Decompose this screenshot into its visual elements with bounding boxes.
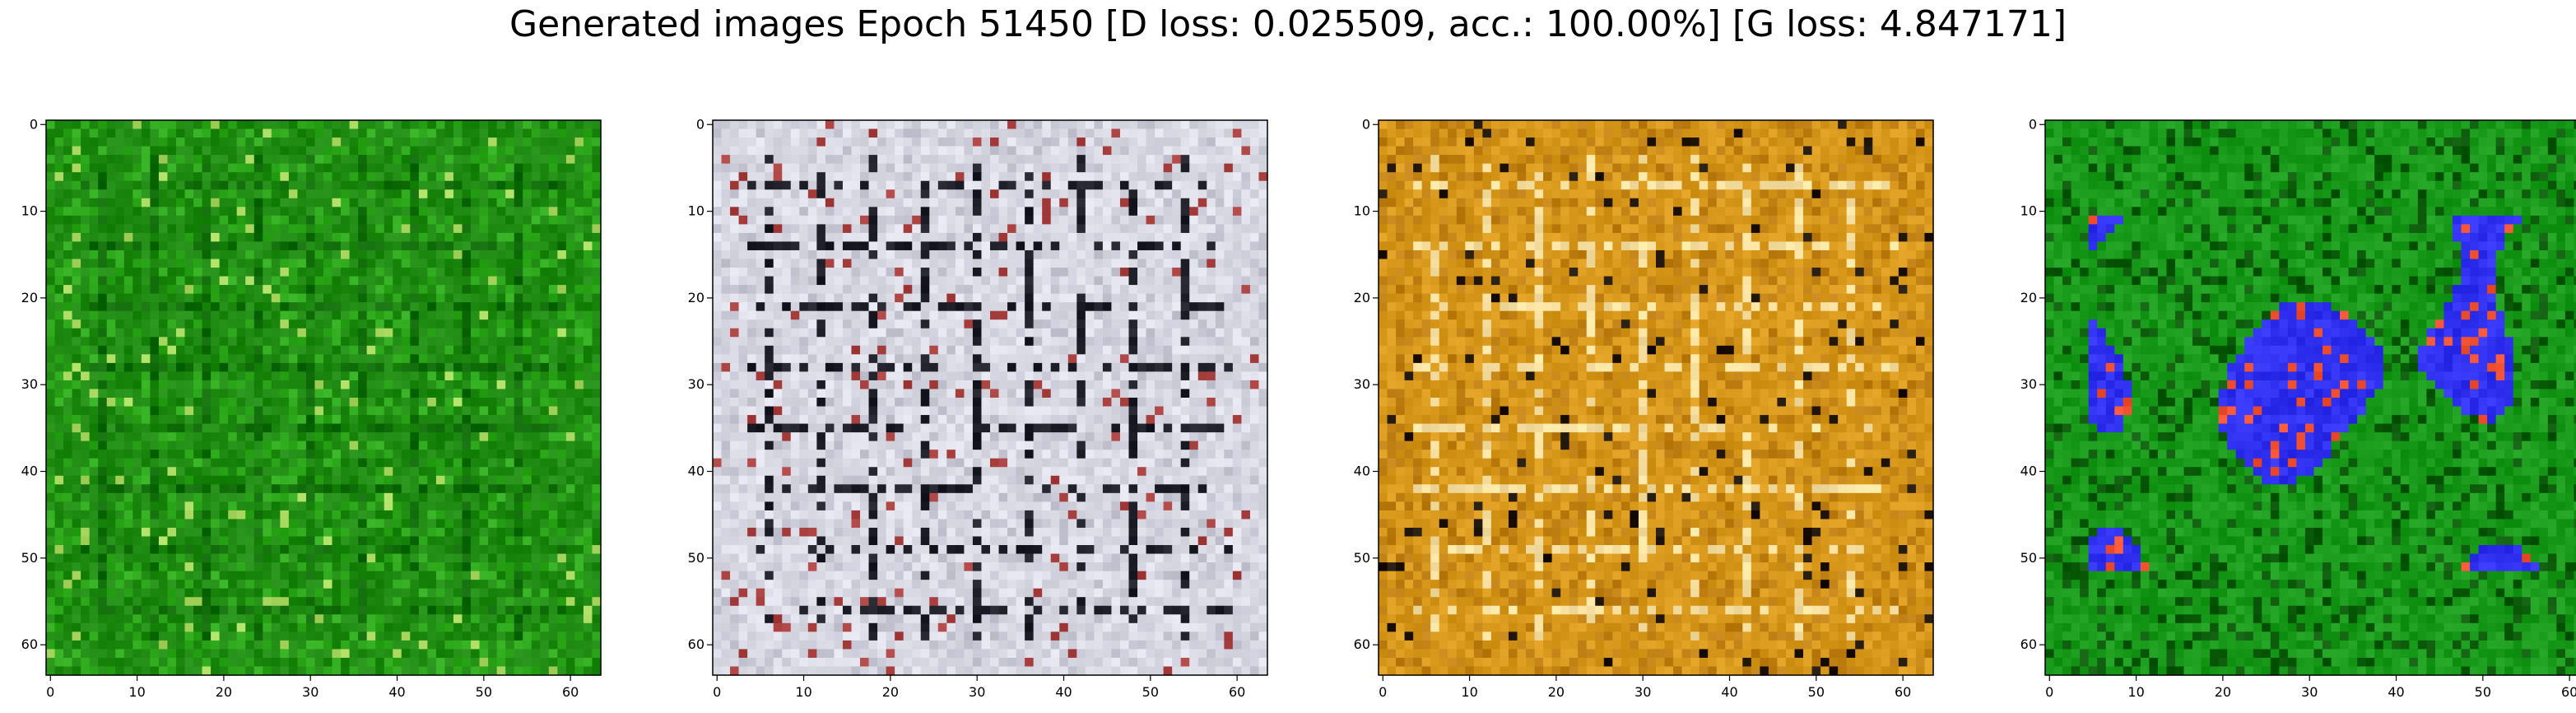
y-tick-label: 30 bbox=[21, 376, 38, 392]
x-tick-label: 40 bbox=[388, 684, 405, 700]
y-tick-label: 40 bbox=[688, 464, 704, 479]
x-tick-label: 10 bbox=[795, 684, 811, 700]
x-tick-label: 30 bbox=[302, 684, 319, 700]
x-tick-label: 20 bbox=[216, 684, 232, 700]
x-tick-label: 10 bbox=[2127, 684, 2144, 700]
image-pixels bbox=[2045, 120, 2576, 676]
y-tick-label: 60 bbox=[21, 636, 38, 652]
y-tick-label: 20 bbox=[688, 290, 704, 305]
y-tick-label: 40 bbox=[2020, 464, 2037, 479]
image-pixels bbox=[46, 120, 602, 676]
y-tick-label: 0 bbox=[696, 116, 704, 132]
y-tick-label: 50 bbox=[1354, 550, 1370, 566]
y-tick-label: 60 bbox=[1354, 636, 1370, 652]
y-tick-label: 20 bbox=[2020, 290, 2037, 305]
y-tick-label: 10 bbox=[1354, 203, 1370, 219]
y-tick-label: 30 bbox=[2020, 376, 2037, 392]
x-tick-label: 60 bbox=[1895, 684, 1911, 700]
x-tick-label: 50 bbox=[1142, 684, 1159, 700]
y-tick-label: 30 bbox=[1354, 376, 1370, 392]
y-tick-label: 20 bbox=[21, 290, 38, 305]
x-tick-label: 0 bbox=[2045, 684, 2053, 700]
y-tick-label: 50 bbox=[688, 550, 704, 566]
x-tick-label: 30 bbox=[2301, 684, 2318, 700]
y-tick-label: 30 bbox=[688, 376, 704, 392]
x-tick-label: 50 bbox=[1808, 684, 1825, 700]
x-tick-label: 20 bbox=[2215, 684, 2231, 700]
x-tick-label: 0 bbox=[713, 684, 721, 700]
y-tick-label: 50 bbox=[21, 550, 38, 566]
y-tick-label: 0 bbox=[2029, 116, 2037, 132]
x-tick-label: 40 bbox=[1721, 684, 1737, 700]
x-tick-label: 30 bbox=[1634, 684, 1651, 700]
x-tick-label: 10 bbox=[128, 684, 145, 700]
image-pixels bbox=[1379, 120, 1934, 676]
y-tick-label: 60 bbox=[2020, 636, 2037, 652]
x-tick-label: 20 bbox=[882, 684, 899, 700]
x-tick-label: 40 bbox=[1055, 684, 1072, 700]
x-tick-label: 60 bbox=[2561, 684, 2576, 700]
x-tick-label: 60 bbox=[1229, 684, 1245, 700]
y-tick-label: 0 bbox=[30, 116, 38, 132]
y-tick-label: 50 bbox=[2020, 550, 2037, 566]
y-tick-label: 60 bbox=[688, 636, 704, 652]
y-tick-label: 40 bbox=[1354, 464, 1370, 479]
y-tick-label: 20 bbox=[1354, 290, 1370, 305]
figure-title: Generated images Epoch 51450 [D loss: 0.… bbox=[0, 0, 2576, 49]
y-tick-label: 0 bbox=[1362, 116, 1370, 132]
x-tick-label: 0 bbox=[1379, 684, 1387, 700]
x-tick-label: 60 bbox=[562, 684, 579, 700]
x-tick-label: 0 bbox=[46, 684, 54, 700]
image-pixels bbox=[713, 120, 1268, 676]
x-tick-label: 50 bbox=[2475, 684, 2491, 700]
x-tick-label: 40 bbox=[2388, 684, 2404, 700]
x-tick-label: 10 bbox=[1461, 684, 1477, 700]
y-tick-label: 40 bbox=[21, 464, 38, 479]
x-tick-label: 20 bbox=[1548, 684, 1565, 700]
y-tick-label: 10 bbox=[688, 203, 704, 219]
y-tick-label: 10 bbox=[21, 203, 38, 219]
y-tick-label: 10 bbox=[2020, 203, 2037, 219]
x-tick-label: 30 bbox=[969, 684, 985, 700]
x-tick-label: 50 bbox=[476, 684, 492, 700]
